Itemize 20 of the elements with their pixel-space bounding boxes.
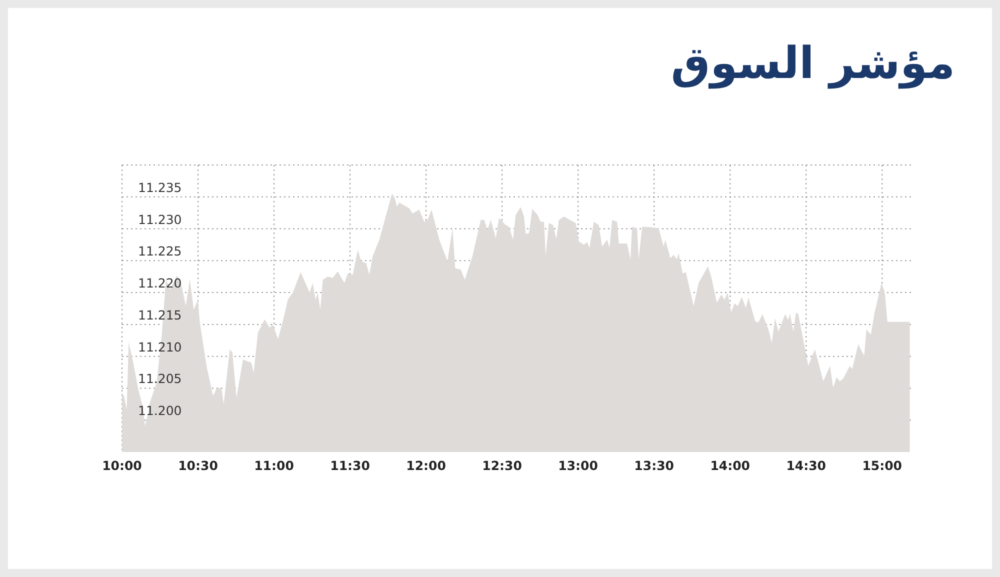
x-tick-label: 10:30 <box>178 458 218 473</box>
x-tick-label: 14:00 <box>710 458 750 473</box>
y-tick-label: 11.235 <box>138 180 182 195</box>
x-tick-label: 14:30 <box>786 458 826 473</box>
x-tick-label: 12:30 <box>482 458 522 473</box>
y-tick-label: 11.200 <box>138 403 182 418</box>
x-tick-label: 15:00 <box>862 458 902 473</box>
y-tick-label: 11.215 <box>138 307 182 322</box>
y-tick-label: 11.205 <box>138 371 182 386</box>
x-tick-label: 13:00 <box>558 458 598 473</box>
x-tick-label: 10:00 <box>102 458 142 473</box>
x-tick-label: 11:30 <box>330 458 370 473</box>
y-tick-label: 11.210 <box>138 339 182 354</box>
x-tick-label: 13:30 <box>634 458 674 473</box>
y-tick-label: 11.225 <box>138 244 182 259</box>
x-tick-label: 12:00 <box>406 458 446 473</box>
title: مؤشر السوق <box>670 38 955 89</box>
y-tick-label: 11.220 <box>138 276 182 291</box>
x-tick-label: 11:00 <box>254 458 294 473</box>
y-tick-label: 11.230 <box>138 212 182 227</box>
